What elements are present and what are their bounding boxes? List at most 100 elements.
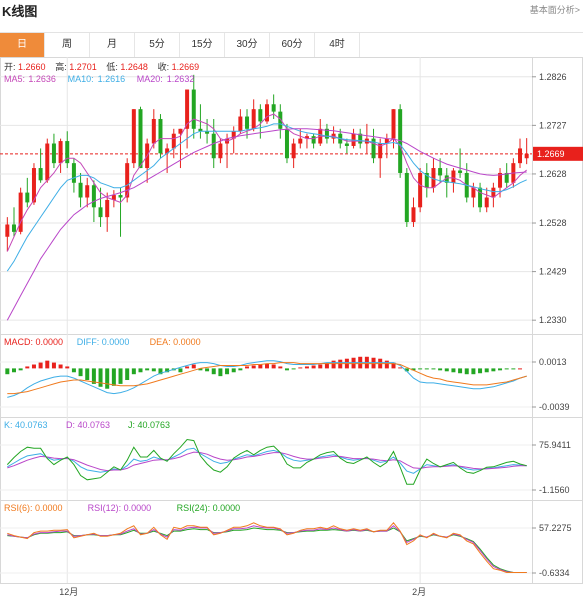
macd-bar-66 [444,368,449,372]
rsi-legend-2: RSI(24): 0.0000 [177,503,241,513]
fundamental-analysis-link[interactable]: 基本面分析> [529,5,580,15]
macd-bar-41 [278,366,283,369]
macd-bar-29 [198,368,203,371]
candle-body-0 [5,224,10,237]
macd-bar-73 [491,368,496,372]
candle-body-19 [131,109,136,164]
candle-body-65 [438,168,443,176]
macd-bar-39 [265,363,269,369]
tab-4[interactable]: 15分 [180,33,225,57]
ma-legend-label-0: MA5: [4,74,25,84]
current-price-box [533,146,583,161]
macd-bar-69 [464,368,469,375]
candle-body-7 [51,143,56,164]
macd-bar-6 [45,360,50,369]
candle-body-11 [78,182,83,198]
ohlc-legend-label-2: 低: [106,61,118,72]
macd-bar-46 [311,365,316,369]
candle-body-48 [324,128,329,139]
ohlc-legend-value-0: 1.2660 [18,62,46,72]
candle-body-61 [411,207,416,223]
candle-body-31 [211,133,216,159]
x-label-1: 2月 [412,587,426,597]
macd-bar-27 [185,366,190,369]
macd-bar-42 [284,368,289,371]
macd-bar-61 [411,368,416,371]
rsi-legend-1: RSI(12): 0.0000 [88,503,152,513]
macd-dea-line [7,362,527,395]
kdj-tick-label-0: 75.9411 [539,440,571,450]
kdj-legend-1: D: 40.0763 [66,420,110,430]
macd-bar-62 [418,368,423,370]
macd-bar-75 [504,368,509,370]
tab-3[interactable]: 5分 [135,33,180,57]
macd-bar-5 [38,362,43,369]
ma20-line [6,128,527,321]
macd-bar-49 [331,360,336,369]
ohlc-legend-label-0: 开: [4,62,16,72]
candle-body-36 [245,116,250,129]
tab-6[interactable]: 60分 [270,33,315,57]
candle-body-45 [304,136,309,139]
macd-bar-30 [205,368,210,372]
ma-legend-value-2: 1.2632 [167,74,195,84]
candle-body-43 [291,143,296,159]
candle-body-1 [11,224,16,232]
candle-body-22 [151,118,156,144]
candle-body-23 [158,118,163,154]
current-price-label: 1.2669 [537,149,565,159]
macd-bar-58 [391,362,396,369]
macd-bar-19 [131,368,136,375]
macd-bar-59 [398,367,403,369]
macd-bar-77 [518,368,523,370]
macd-bar-43 [291,368,296,370]
candle-body-64 [431,168,436,188]
candle-body-73 [491,187,496,198]
tab-2[interactable]: 月 [90,33,135,57]
candle-body-14 [98,207,103,218]
macd-bar-3 [25,366,30,369]
candle-body-57 [384,138,389,144]
candle-body-16 [111,195,116,200]
rsi-tick-label-0: 57.2275 [539,523,572,533]
macd-bar-17 [118,368,123,384]
candle-body-68 [458,170,463,173]
macd-bar-34 [231,368,236,373]
rsi-tick-label-1: -0.6334 [539,568,570,578]
candle-body-55 [371,138,376,159]
macd-bar-63 [424,368,429,370]
ohlc-legend-label-1: 高: [55,61,67,72]
candle-body-34 [231,131,236,139]
candle-body-5 [38,168,43,181]
tab-5[interactable]: 30分 [225,33,270,57]
macd-bar-2 [18,368,23,371]
candle-body-75 [504,172,509,183]
macd-bar-47 [318,364,323,369]
tab-1[interactable]: 周 [45,33,90,57]
candle-body-28 [191,89,196,129]
ma5-line [6,113,528,252]
macd-bar-20 [138,368,143,373]
macd-bar-60 [404,368,409,372]
tab-7[interactable]: 4时 [315,33,360,57]
macd-bar-76 [511,368,516,370]
kdj-k-line [7,447,527,474]
x-label-0: 12月 [59,587,78,597]
candle-body-41 [278,111,283,129]
candle-body-32 [218,143,223,159]
ma10-line [6,123,527,272]
candle-body-78 [524,153,529,159]
macd-bar-23 [158,368,163,375]
macd-bar-45 [304,366,309,369]
candle-body-56 [378,143,383,159]
macd-bar-68 [458,368,463,374]
tab-0[interactable]: 日 [0,33,45,57]
candle-body-37 [251,109,256,129]
macd-bar-38 [258,364,263,369]
macd-bar-1 [11,368,16,373]
candle-body-62 [418,172,423,208]
candle-body-77 [518,148,523,164]
macd-bar-16 [111,368,116,386]
main-tick-label-0: 1.2826 [539,72,567,82]
